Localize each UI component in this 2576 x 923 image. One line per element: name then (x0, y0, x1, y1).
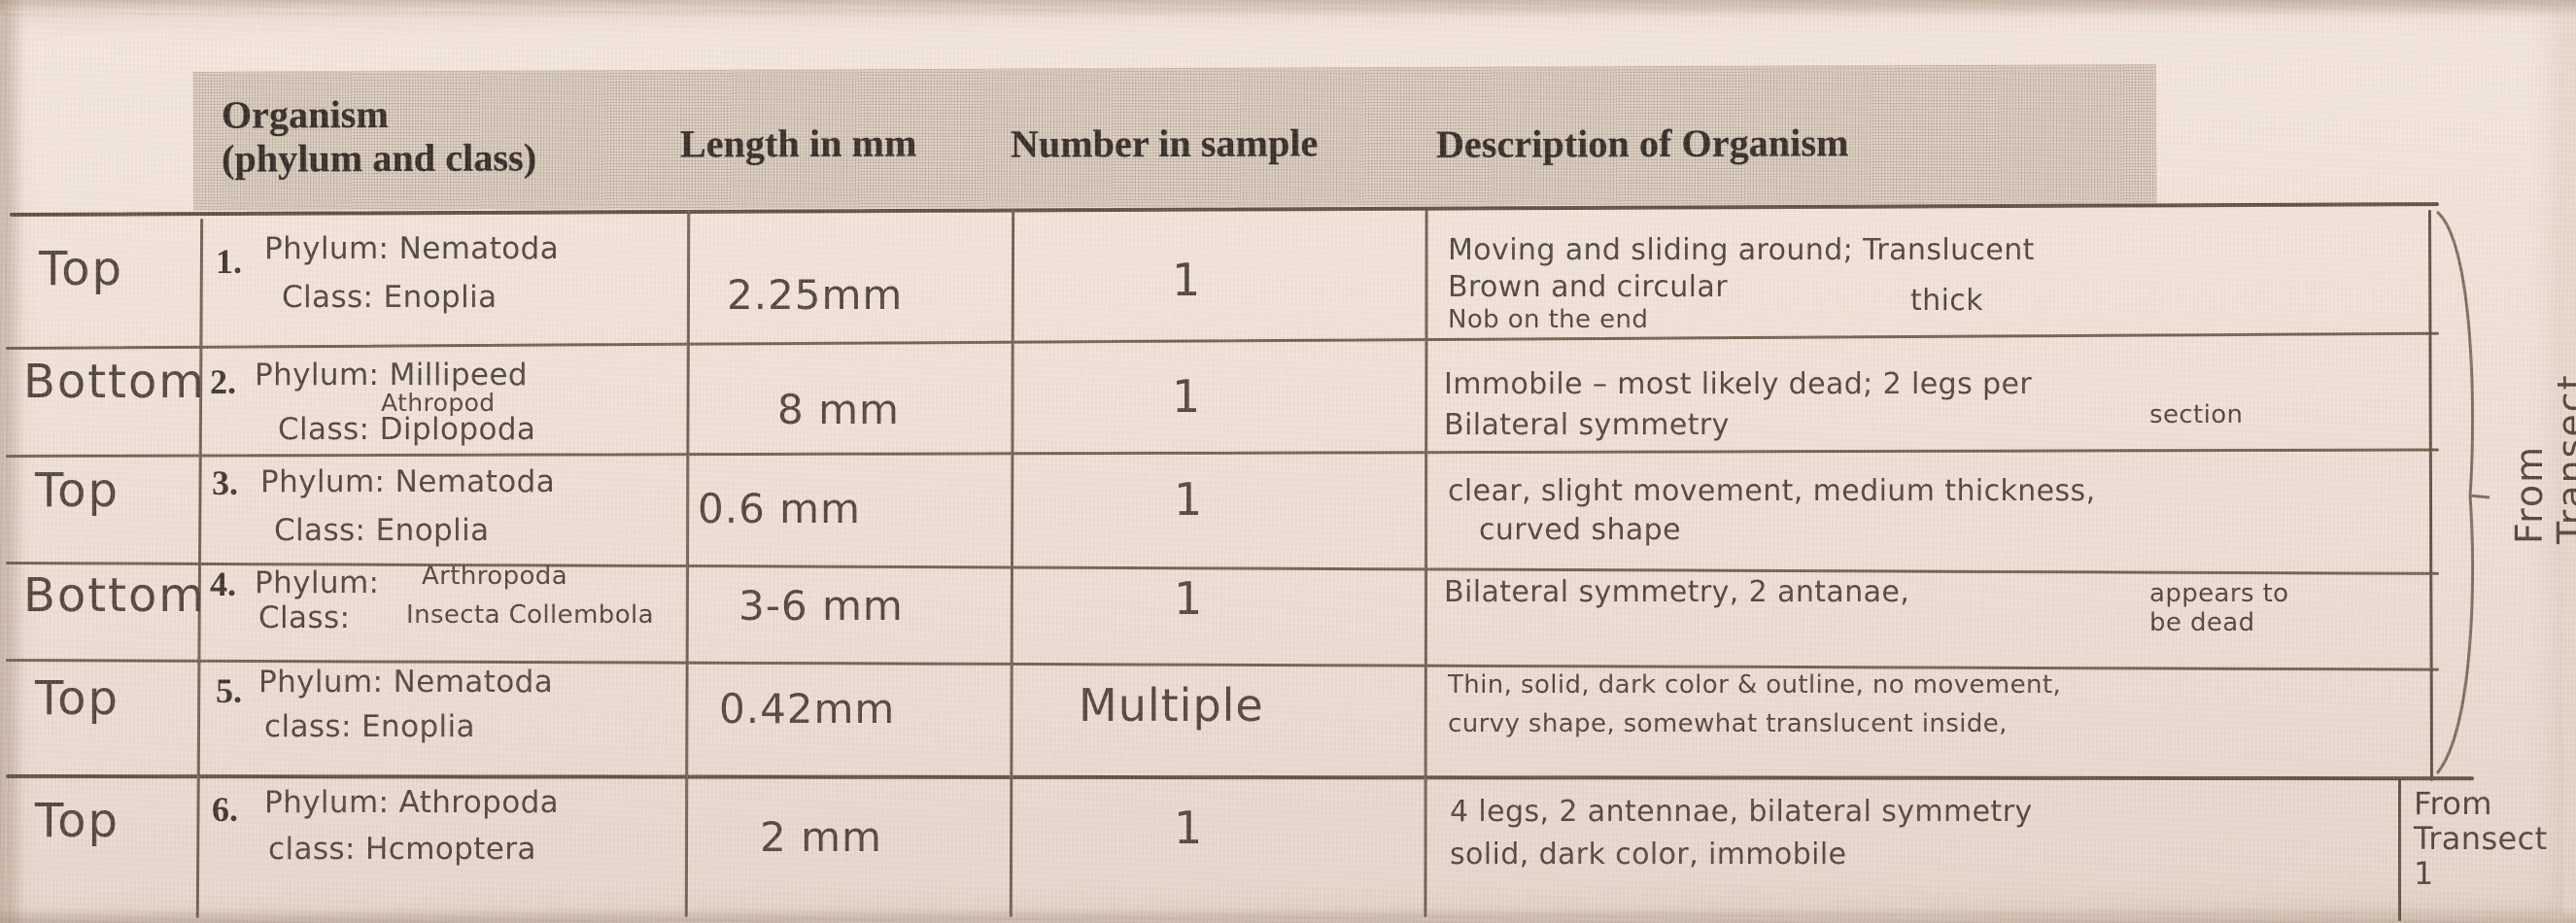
row-description-line1: Bilateral symmetry, 2 antanae, (1444, 575, 1910, 609)
row-taxon-phylum: Phylum: Nematoda (258, 665, 554, 700)
row-position-label: Top (35, 463, 120, 518)
row-length-value: 3-6 mm (738, 582, 904, 630)
column-header-description: Description of Organism (1435, 120, 1849, 166)
row-taxon-phylum-correction: Athropod (381, 389, 496, 417)
row-taxon-phylum: Phylum: Millipeed (255, 358, 528, 393)
row-taxon-class-correction: Insecta Collembola (406, 600, 654, 630)
row-number-value: Multiple (1079, 679, 1264, 732)
row-length-value: 2.25mm (727, 271, 904, 319)
row-description-line2: Bilateral symmetry (1444, 408, 1730, 442)
row-description-line1: clear, slight movement, medium thickness… (1448, 474, 2096, 508)
row-taxon-class: class: Enoplia (264, 709, 475, 744)
row-description-extra: section (2149, 400, 2244, 429)
row-position-label: Bottom (23, 568, 207, 623)
row-position-label: Top (39, 242, 123, 296)
row-description-line2: curved shape (1479, 513, 1681, 547)
row-taxon-phylum: Phylum: Athropoda (264, 785, 560, 820)
row-number-value: 1 (1174, 802, 1204, 854)
row-length-value: 2 mm (760, 813, 882, 861)
row-taxon-phylum: Phylum: (255, 565, 380, 600)
column-header-organism: Organism (phylum and class) (221, 91, 537, 181)
row-taxon-phylum: Phylum: Nematoda (264, 231, 560, 266)
row-index-label: 2. (210, 362, 236, 401)
row-taxon-phylum: Phylum: Nematoda (260, 464, 556, 499)
row-index-label: 3. (212, 463, 238, 502)
row-index-label: 5. (216, 671, 242, 710)
row-taxon-class: Class: Enoplia (282, 280, 498, 315)
margin-note-transect-upper: From Transect 4 (2508, 373, 2576, 544)
row-description-line1: Thin, solid, dark color & outline, no mo… (1448, 670, 2062, 700)
row-number-value: 1 (1174, 473, 1204, 526)
row-length-value: 0.42mm (719, 685, 896, 733)
row-description-line2: solid, dark color, immobile (1450, 838, 1847, 872)
row-number-value: 1 (1172, 370, 1202, 423)
row-taxon-class: Class: (258, 600, 351, 635)
row-length-value: 0.6 mm (698, 485, 861, 532)
row-index-label: 1. (216, 242, 242, 281)
row-position-label: Top (35, 671, 120, 726)
row-description-line2: curvy shape, somewhat translucent inside… (1448, 709, 2008, 738)
row-description-extra: appears to be dead (2149, 579, 2289, 638)
row-description-line2: Brown and circular (1448, 270, 1728, 304)
table-rule-v-right-lower (2398, 777, 2401, 921)
row-description-line1: Moving and sliding around; Translucent (1448, 233, 2035, 267)
row-length-value: 8 mm (777, 386, 900, 433)
row-description-line1: 4 legs, 2 antennae, bilateral symmetry (1450, 795, 2033, 829)
row-taxon-phylum-correction: Arthropoda (422, 562, 568, 591)
row-taxon-class: class: Hcmoptera (268, 832, 536, 867)
row-index-label: 4. (210, 564, 236, 603)
row-description-line1: Immobile – most likely dead; 2 legs per (1444, 367, 2033, 401)
row-description-line3: Nob on the end (1448, 305, 1649, 334)
row-number-value: 1 (1172, 254, 1202, 306)
paper-edge-shadow-bottom (0, 907, 2576, 923)
row-index-label: 6. (212, 790, 238, 829)
row-taxon-class: Class: Diplopoda (278, 412, 536, 447)
row-description-extra: thick (1910, 284, 1983, 318)
column-header-length: Length in mm (679, 120, 917, 166)
row-position-label: Bottom (23, 355, 207, 409)
transect-brace (2435, 210, 2490, 774)
paper-edge-shadow-top (0, 0, 2576, 17)
margin-note-transect-lower: From Transect 1 (2414, 785, 2548, 892)
column-header-number: Number in sample (1010, 120, 1319, 166)
row-number-value: 1 (1174, 572, 1204, 625)
paper-edge-shadow-left (0, 0, 25, 923)
row-position-label: Top (35, 794, 120, 848)
row-taxon-class: Class: Enoplia (274, 513, 490, 548)
